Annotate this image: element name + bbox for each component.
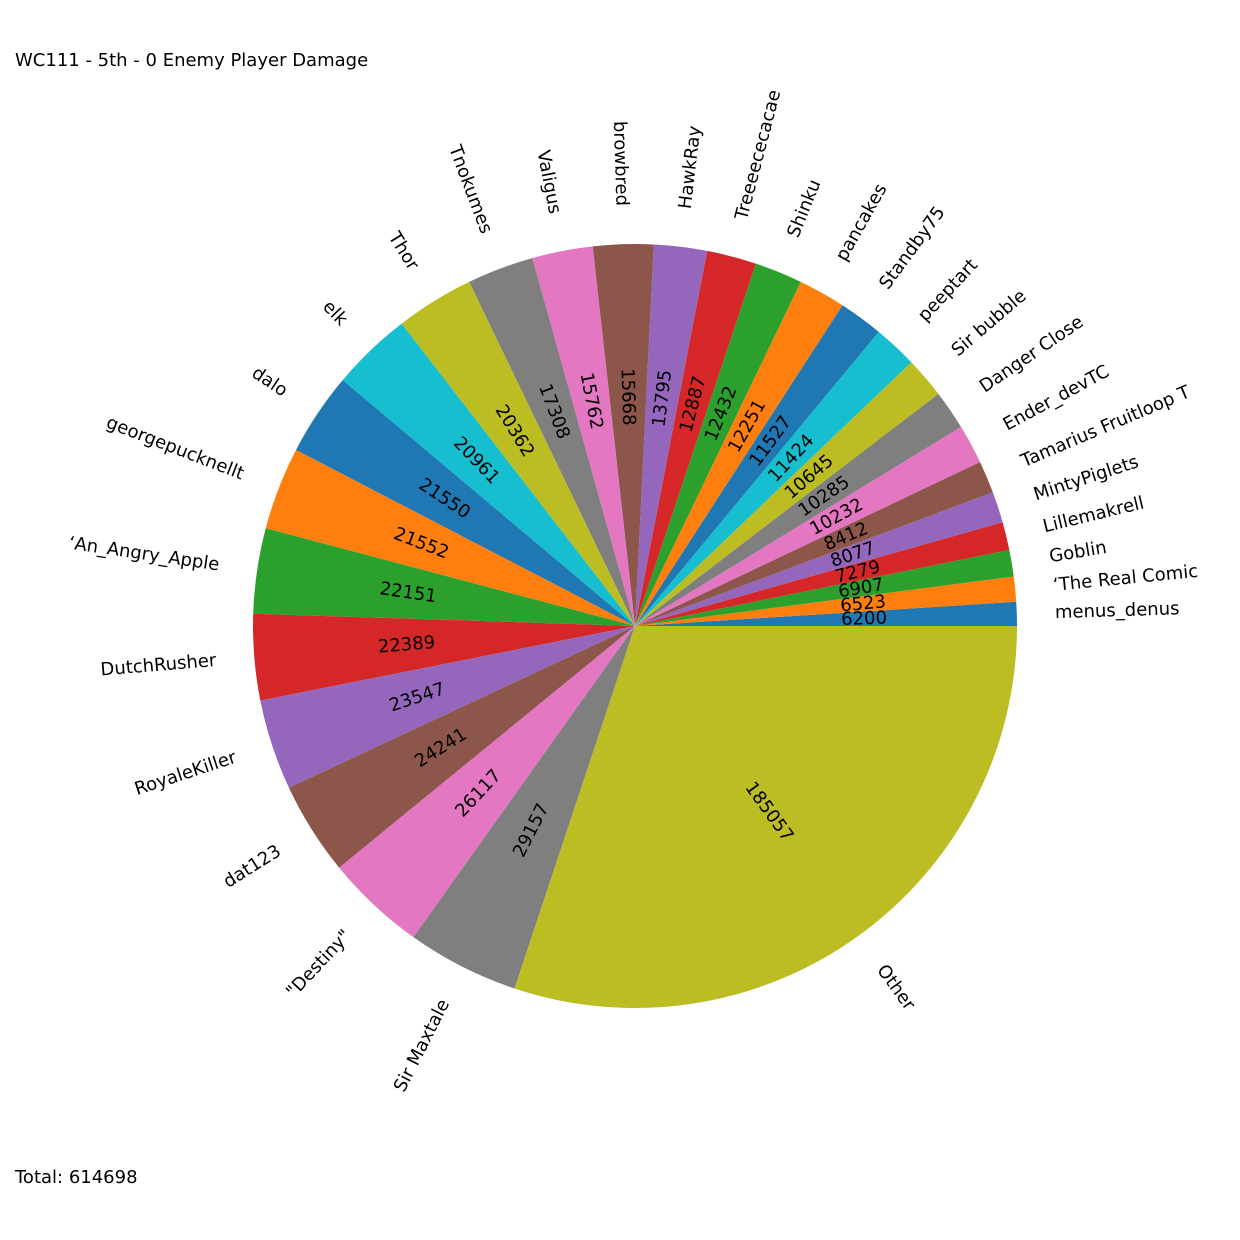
slice-category-label: Other [872, 961, 919, 1015]
pie-slice [635, 492, 1003, 626]
pie-slice [265, 449, 635, 626]
slice-category-label: Lillemakrell [1041, 492, 1146, 537]
pie-slice [253, 613, 636, 701]
slice-value-label: 6200 [841, 608, 887, 630]
slice-category-label: "Destiny" [282, 926, 355, 1002]
pie-slice [635, 331, 912, 626]
pie-slice [635, 601, 1017, 626]
pie-slice [339, 626, 635, 938]
pie-slice [635, 462, 993, 626]
slice-category-label: Tnokumes [444, 141, 497, 236]
slice-category-label: DutchRusher [100, 650, 218, 680]
slice-category-label: elk [318, 296, 352, 330]
pie-slice [592, 243, 654, 626]
slice-category-label: Goblin [1048, 537, 1108, 567]
pie-slice [635, 549, 1014, 626]
pie-slice [635, 426, 981, 626]
pie-slice [635, 244, 708, 626]
pie-slice [635, 576, 1017, 626]
slice-category-label: Valigus [532, 148, 565, 215]
pie-slice [401, 281, 635, 626]
slice-category-label: dalo [248, 362, 292, 401]
pie-slice [635, 522, 1010, 626]
slice-category-label: RoyaleKiller [132, 747, 240, 800]
pie-slice [413, 626, 635, 989]
slice-category-label: Treeeececacae [731, 88, 785, 223]
pie-slice [260, 626, 635, 788]
pie-slice [635, 362, 939, 626]
pie-slice [635, 393, 962, 626]
pie-slice [253, 528, 635, 626]
slice-category-label: peeptart [914, 255, 982, 326]
slice-category-label: Thor [383, 227, 423, 274]
slice-category-label: Shinku [783, 177, 825, 241]
pie-slice [635, 250, 756, 626]
slice-value-label: 22389 [377, 632, 436, 658]
slice-category-label: menus_denus [1055, 598, 1180, 623]
slice-category-label: browbred [609, 121, 633, 207]
pie-slice [532, 246, 635, 626]
slice-category-label: Standby75 [875, 203, 950, 294]
pie-slice [288, 626, 635, 868]
pie-slice [342, 323, 635, 626]
slice-category-label: HawkRay [675, 124, 706, 210]
pie-slice [635, 263, 801, 626]
pie-slice [469, 258, 635, 626]
slice-value-label: 6523 [839, 591, 887, 616]
slice-category-label: georgepucknellt [103, 412, 247, 484]
slice-category-label: Sir Maxtale [390, 996, 454, 1096]
slice-category-label: Sir bubble [947, 285, 1030, 360]
slice-category-label: ‘An_Angry_Apple [67, 533, 220, 576]
slice-category-label: pancakes [832, 180, 892, 264]
pie-slice [514, 626, 1017, 1008]
slice-category-label: dat123 [220, 841, 285, 893]
chart-total: Total: 614698 [15, 1167, 138, 1188]
slice-category-label: ‘The Real Comic [1052, 561, 1199, 596]
pie-slice [635, 281, 843, 626]
pie-slice [635, 305, 879, 626]
chart-title: WC111 - 5th - 0 Enemy Player Damage [15, 50, 369, 71]
pie-slice [295, 380, 635, 626]
slice-value-label: 15668 [617, 368, 640, 426]
